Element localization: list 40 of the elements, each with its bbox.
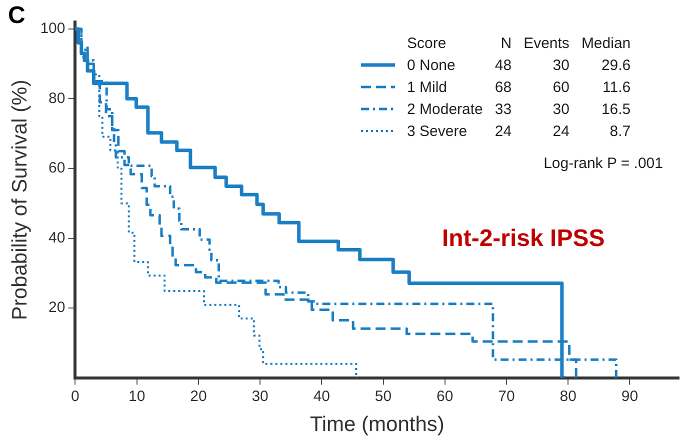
text: C — [8, 2, 26, 30]
annotation: 60 — [552, 78, 570, 98]
annotation: Int-2-risk IPSS — [442, 225, 605, 253]
x-tick-label: 80 — [560, 388, 576, 405]
x-tick-label: 90 — [621, 388, 638, 405]
annotation: Events — [522, 34, 570, 54]
annotation: Median — [580, 34, 632, 54]
legend-label: 0 None — [406, 56, 456, 76]
annotation: 68 — [494, 78, 513, 98]
legend-label: 1 Mild — [406, 78, 448, 98]
y-tick-label: 20 — [48, 299, 66, 316]
annotation: 30 — [552, 100, 570, 120]
annotation: 29.6 — [600, 56, 632, 76]
x-tick-label: 0 — [71, 388, 80, 405]
annotation: N — [500, 34, 513, 54]
annotation: 16.5 — [600, 100, 632, 120]
annotation: 33 — [494, 100, 513, 120]
annotation: 24 — [494, 122, 513, 142]
y-tick-label: 40 — [48, 229, 66, 246]
annotation: Log-rank P = .001 — [544, 155, 663, 172]
annotation: 8.7 — [608, 122, 632, 142]
annotation: 30 — [552, 56, 570, 76]
annotation: 48 — [494, 56, 513, 76]
x-tick-label: 10 — [128, 388, 146, 405]
x-axis-title: Time (months) — [310, 413, 444, 436]
annotation: 11.6 — [602, 78, 632, 98]
legend-label: 3 Severe — [406, 122, 468, 142]
legend-title: Score — [406, 34, 448, 54]
y-tick-label: 80 — [48, 90, 66, 107]
annotation: 24 — [552, 122, 570, 142]
y-axis-title: Probability of Survival (%) — [8, 80, 32, 320]
x-tick-label: 70 — [498, 388, 515, 405]
y-tick-label: 60 — [48, 160, 66, 177]
y-tick-label: 100 — [40, 20, 66, 38]
legend-label: 2 Moderate — [406, 100, 484, 120]
x-tick-label: 60 — [436, 388, 454, 405]
x-tick-label: 20 — [190, 388, 207, 405]
x-tick-label: 30 — [252, 388, 268, 405]
x-tick-label: 50 — [374, 388, 392, 405]
x-tick-label: 40 — [313, 388, 330, 405]
